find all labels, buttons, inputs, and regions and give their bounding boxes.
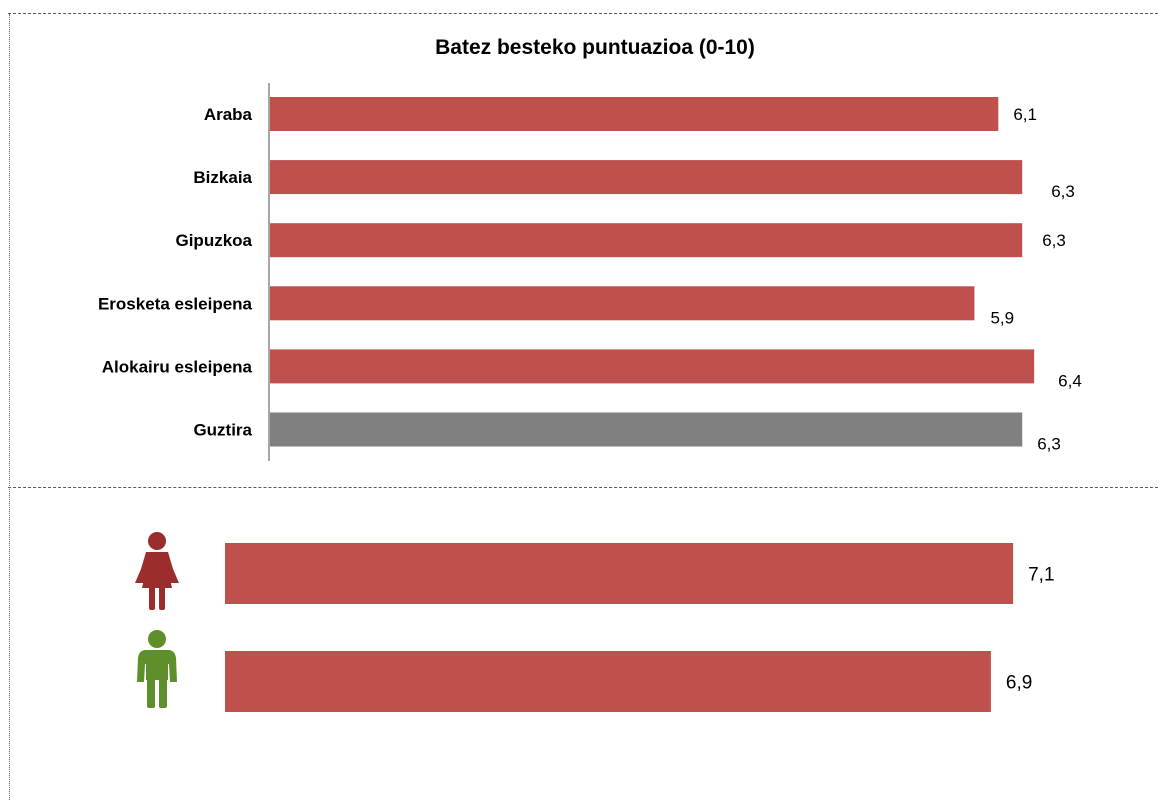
data-label: 6,4 <box>1058 371 1082 390</box>
data-label: 6,1 <box>1013 105 1037 124</box>
data-label: 6,3 <box>1037 435 1061 454</box>
category-label: Alokairu esleipena <box>102 357 253 376</box>
bar <box>225 543 1014 604</box>
data-label: 6,9 <box>1006 673 1032 694</box>
male-icon <box>137 630 177 708</box>
left-dotted-border <box>9 14 10 800</box>
bar <box>270 286 975 321</box>
category-label: Guztira <box>193 421 252 440</box>
province-bar-chart: Araba 6,1 Bizkaia 6,3 Gipuzkoa 6,3 Erosketa es… <box>98 83 1082 461</box>
bar <box>270 160 1023 195</box>
chart-title: Batez besteko puntuazioa (0-10) <box>435 36 755 59</box>
top-dashed-border <box>8 13 1158 14</box>
category-label: Araba <box>204 105 253 124</box>
data-label: 6,3 <box>1042 231 1066 250</box>
bar <box>270 412 1023 447</box>
bar <box>270 97 999 131</box>
middle-dashed-divider <box>8 487 1158 488</box>
bar <box>270 223 1023 258</box>
data-label: 7,1 <box>1028 565 1054 586</box>
bar <box>225 651 991 712</box>
category-label: Erosketa esleipena <box>98 294 253 313</box>
category-label: Bizkaia <box>193 168 252 187</box>
data-label: 6,3 <box>1051 182 1075 201</box>
bar <box>270 349 1035 384</box>
data-label: 5,9 <box>990 308 1014 327</box>
female-icon <box>135 532 179 610</box>
category-label: Gipuzkoa <box>175 231 252 250</box>
